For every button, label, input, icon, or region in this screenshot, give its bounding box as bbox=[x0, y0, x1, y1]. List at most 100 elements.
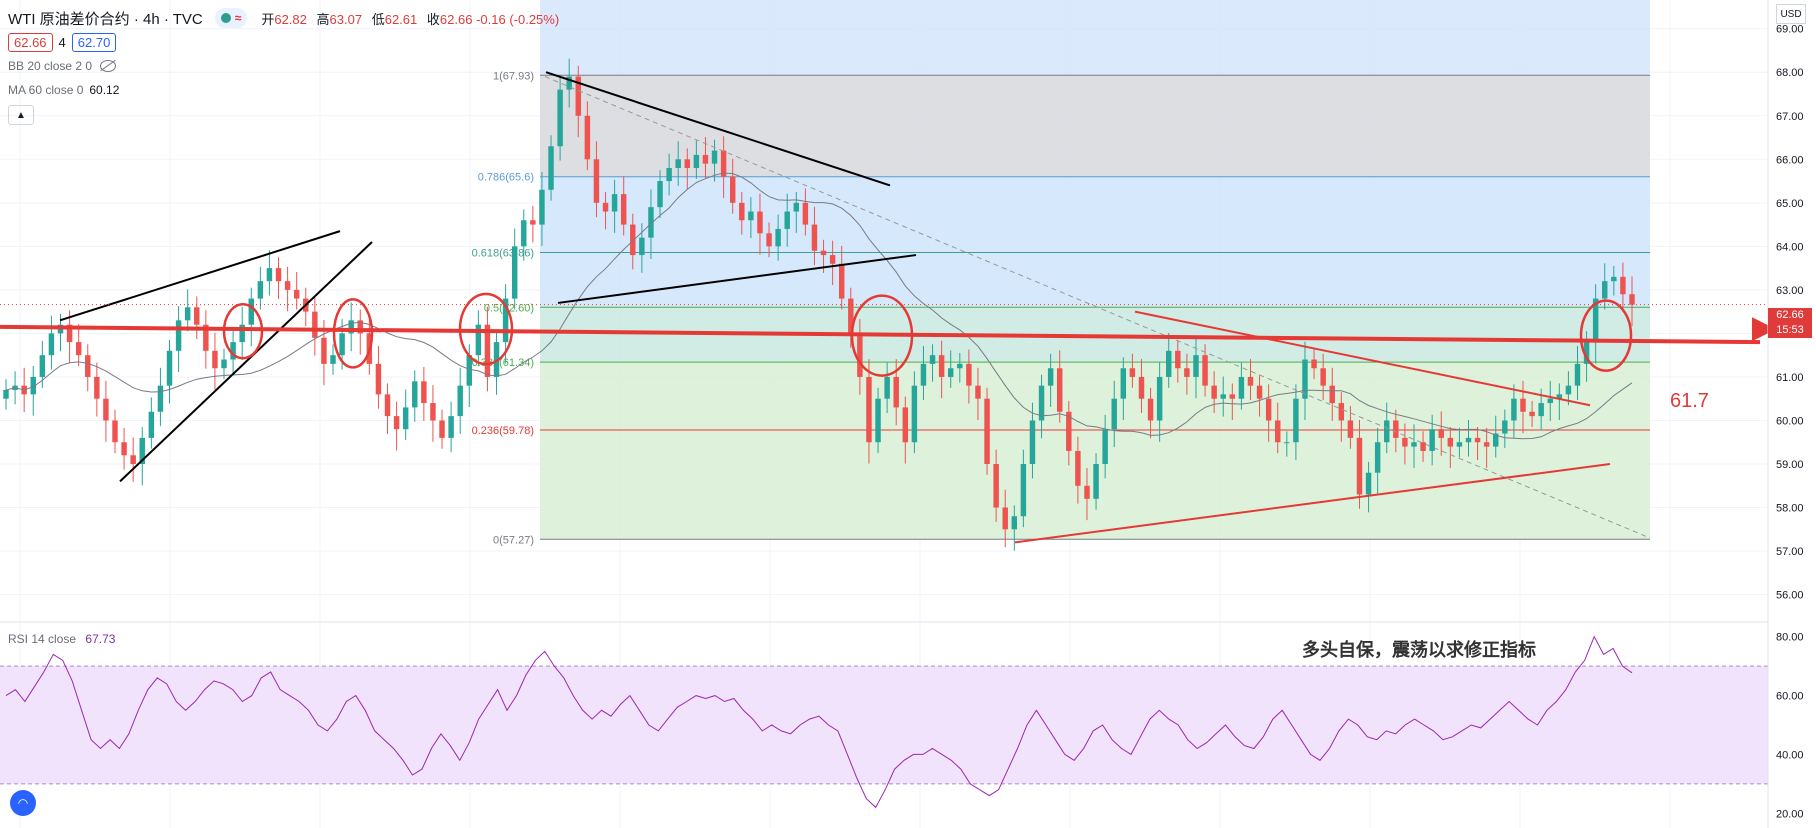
ma-indicator-row[interactable]: MA 60 close 0 60.12 bbox=[8, 78, 559, 102]
candle-body bbox=[1592, 298, 1599, 343]
ma-label: MA 60 close 0 bbox=[8, 83, 84, 97]
ma-value: 60.12 bbox=[89, 83, 120, 97]
ask-button[interactable]: 62.70 bbox=[71, 32, 117, 52]
last-price-value: 62.66 bbox=[1776, 309, 1804, 321]
candle-body bbox=[748, 211, 754, 221]
market-open-icon bbox=[220, 13, 231, 23]
candle-body bbox=[1175, 350, 1181, 369]
candle-body bbox=[321, 337, 327, 364]
candle-body bbox=[1384, 420, 1390, 443]
bb-indicator-row[interactable]: BB 20 close 2 0 bbox=[8, 54, 559, 78]
rsi-tick-label: 40.00 bbox=[1776, 749, 1804, 761]
candle-body bbox=[1620, 276, 1626, 295]
highlight-circle bbox=[458, 292, 514, 366]
candle-body bbox=[975, 385, 981, 399]
candle-body bbox=[1529, 411, 1535, 417]
level-annotation: 61.7 bbox=[1670, 390, 1709, 412]
candle-body bbox=[412, 381, 418, 408]
candle-body bbox=[702, 154, 709, 164]
bid-button[interactable]: 62.66 bbox=[8, 32, 53, 52]
market-status-pill[interactable]: ≈ bbox=[214, 8, 248, 28]
fib-zone-top bbox=[540, 0, 1650, 76]
symbol-title[interactable]: WTI 原油差价合约 · 4h · TVC bbox=[8, 10, 203, 28]
collapse-legend-button[interactable]: ▲ bbox=[8, 105, 34, 125]
candle-body bbox=[1356, 437, 1363, 495]
note-annotation: 多头自保，震荡以求修正指标 bbox=[1302, 640, 1536, 660]
candle-body bbox=[1611, 276, 1617, 282]
hidden-eye-icon[interactable] bbox=[100, 60, 117, 72]
candle-body bbox=[284, 281, 291, 290]
candle-body bbox=[457, 385, 463, 417]
highlight-circle bbox=[222, 302, 264, 360]
fib-level-label: 0.618(63.86) bbox=[472, 247, 534, 259]
trend-line-black bbox=[557, 254, 917, 304]
fib-level-label: 0.786(65.6) bbox=[478, 172, 534, 184]
rsi-tick-label: 60.00 bbox=[1776, 691, 1804, 703]
candle-body bbox=[566, 76, 572, 90]
currency-button[interactable]: USD bbox=[1776, 4, 1806, 24]
candle-body bbox=[620, 194, 627, 225]
candle-body bbox=[1220, 394, 1226, 399]
candle-body bbox=[1002, 507, 1008, 530]
candle-body bbox=[920, 363, 927, 386]
chevron-up-icon: ▲ bbox=[16, 109, 26, 121]
candle-body bbox=[166, 350, 173, 386]
highlight-circle bbox=[332, 298, 374, 369]
candle-body bbox=[1093, 464, 1099, 499]
candle-body bbox=[484, 324, 491, 377]
fib-level-label: 1(67.93) bbox=[493, 70, 534, 82]
candle-body bbox=[157, 385, 164, 412]
candle-body bbox=[1420, 442, 1426, 451]
candle-body bbox=[711, 150, 718, 164]
candle-body bbox=[330, 355, 336, 364]
candle-body bbox=[1166, 350, 1172, 377]
candle-body bbox=[1184, 368, 1190, 377]
candle-body bbox=[739, 202, 745, 221]
price-tick-label: 66.00 bbox=[1776, 154, 1804, 166]
candle-body bbox=[266, 268, 273, 282]
candle-body bbox=[593, 159, 600, 203]
candle-body bbox=[1347, 420, 1354, 438]
candle-body bbox=[357, 320, 363, 334]
candle-body bbox=[1293, 398, 1299, 443]
candle-body bbox=[511, 246, 518, 299]
candle-body bbox=[1602, 281, 1608, 299]
candle-body bbox=[1438, 429, 1444, 438]
candle-body bbox=[1211, 385, 1217, 399]
close-label: 收 bbox=[426, 11, 440, 27]
candle-body bbox=[257, 281, 264, 299]
candle-body bbox=[1493, 433, 1499, 447]
trend-line-black bbox=[119, 241, 373, 483]
candle-body bbox=[1193, 355, 1199, 377]
price-tick-label: 67.00 bbox=[1776, 111, 1804, 123]
candle-body bbox=[1629, 294, 1635, 305]
low-value: 62.61 bbox=[384, 11, 418, 27]
candle-body bbox=[966, 363, 972, 386]
candle-body bbox=[1011, 516, 1018, 530]
candle-body bbox=[684, 159, 691, 168]
candle-body bbox=[784, 211, 790, 229]
rsi-legend[interactable]: RSI 14 close 67.73 bbox=[8, 632, 115, 646]
candle-body bbox=[1075, 450, 1081, 486]
key-level-arrow-line bbox=[0, 324, 1761, 345]
candle-body bbox=[1202, 355, 1208, 386]
candle-body bbox=[430, 403, 436, 421]
price-tick-label: 56.00 bbox=[1776, 590, 1804, 602]
candle-body bbox=[194, 307, 200, 325]
candle-body bbox=[85, 355, 91, 377]
key-level-arrowhead bbox=[1752, 317, 1776, 342]
candle-body bbox=[993, 464, 999, 508]
candle-body bbox=[829, 255, 836, 264]
candle-body bbox=[1483, 442, 1490, 447]
candle-body bbox=[602, 202, 609, 212]
candle-body bbox=[1038, 385, 1045, 421]
candle-body bbox=[421, 381, 427, 404]
tradingview-logo-icon[interactable]: ◠ bbox=[10, 790, 36, 816]
candle-body bbox=[630, 224, 636, 256]
candle-body bbox=[493, 342, 500, 377]
fib-trend-dashed bbox=[544, 76, 1651, 539]
candle-body bbox=[1020, 464, 1027, 517]
candle-body bbox=[48, 333, 55, 356]
candle-body bbox=[1247, 376, 1254, 386]
